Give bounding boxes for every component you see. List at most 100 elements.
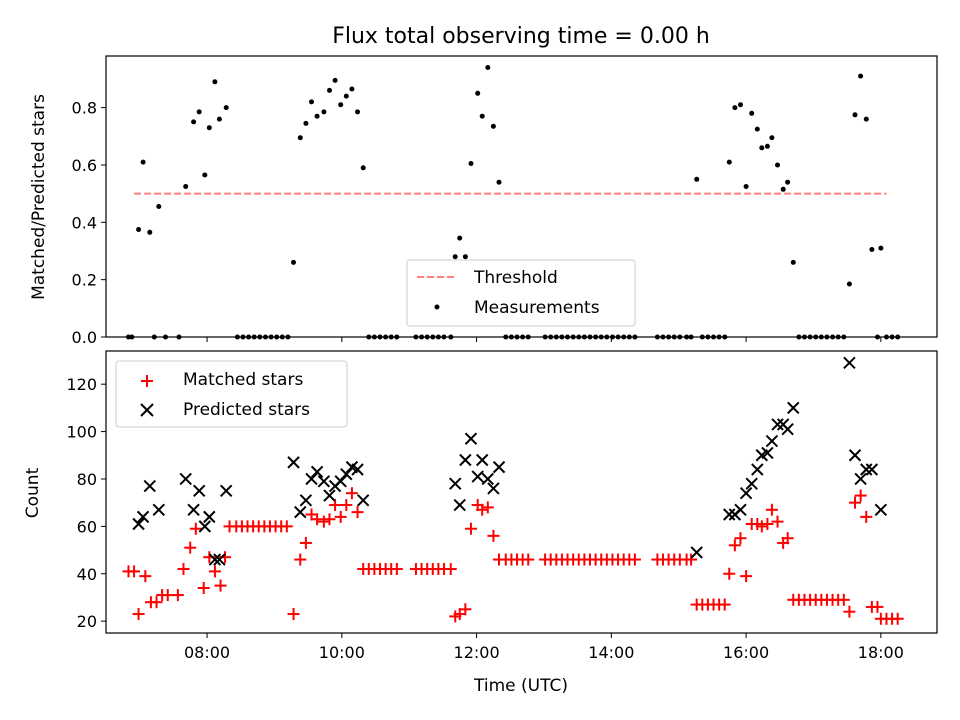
matched-star-point	[740, 570, 753, 583]
predicted-star-point	[860, 463, 873, 476]
predicted-star-point	[734, 503, 747, 516]
measurement-point	[759, 145, 765, 151]
legend-measurements-swatch	[434, 304, 440, 310]
matched-star-point	[323, 513, 336, 526]
predicted-star-point	[310, 465, 324, 479]
bottom-x-tick-label: 08:00	[184, 643, 230, 662]
matched-star-point	[197, 581, 210, 594]
measurement-point	[496, 179, 502, 185]
matched-star-point	[837, 593, 850, 606]
predicted-star-point	[874, 503, 888, 516]
measurement-point	[732, 105, 738, 111]
measurement-point	[754, 126, 760, 132]
top-y-tick-label: 0.8	[72, 99, 97, 118]
matched-star-point	[340, 499, 353, 512]
matched-star-point	[718, 598, 731, 611]
measurement-point	[343, 93, 349, 99]
measurement-point	[355, 109, 360, 115]
top-chart-title: Flux total observing time = 0.00 h	[332, 24, 710, 49]
predicted-star-point	[203, 510, 216, 524]
matched-star-point	[287, 608, 300, 621]
measurement-point	[297, 135, 303, 141]
top-y-tick-label: 0.0	[72, 328, 97, 347]
matched-star-point	[351, 506, 364, 519]
measurement-point	[694, 176, 700, 182]
measurement-point	[223, 105, 229, 111]
predicted-star-point	[143, 479, 157, 493]
legend-matched-swatch	[141, 375, 153, 387]
matched-star-point	[860, 510, 873, 523]
bottom-legend: Matched stars Predicted stars	[115, 360, 348, 428]
predicted-star-point	[287, 456, 300, 469]
matched-star-point	[522, 553, 535, 566]
matched-star-point	[849, 496, 862, 509]
measurement-point	[462, 254, 468, 260]
matched-star-point	[329, 499, 342, 512]
predicted-star-point	[356, 494, 370, 507]
predicted-star-point	[475, 453, 489, 467]
measurement-point	[206, 125, 212, 131]
predicted-star-point	[854, 472, 867, 486]
legend-threshold-label: Threshold	[473, 268, 558, 288]
measurement-point	[780, 186, 786, 192]
predicted-star-point	[781, 422, 794, 436]
matched-star-point	[132, 608, 145, 621]
predicted-star-point	[294, 505, 307, 519]
matched-star-point	[139, 570, 152, 583]
matched-star-point	[294, 553, 307, 566]
predicted-star-point	[179, 472, 192, 486]
measurement-point	[858, 73, 864, 79]
bottom-plot-marks	[122, 356, 904, 625]
matched-star-point	[734, 532, 747, 545]
measurement-point	[191, 119, 197, 125]
matched-star-point	[781, 532, 794, 545]
matched-star-point	[214, 579, 227, 592]
predicted-star-point	[761, 446, 774, 460]
top-legend-box	[406, 259, 636, 327]
predicted-star-point	[152, 503, 165, 516]
bottom-y-tick-label: 60	[77, 517, 97, 536]
measurement-point	[485, 65, 491, 70]
legend-measurements-label: Measurements	[474, 298, 600, 318]
matched-star-point	[280, 520, 293, 533]
predicted-star-point	[481, 472, 495, 486]
measurement-point	[790, 259, 796, 265]
measurement-point	[852, 112, 858, 118]
bottom-x-tick-label: 10:00	[319, 643, 365, 662]
measurement-point	[321, 109, 327, 115]
matched-star-point	[184, 541, 197, 554]
predicted-star-point	[471, 470, 484, 483]
top-y-axis-label: Matched/Predicted stars	[29, 94, 49, 300]
measurement-point	[332, 77, 338, 83]
measurement-point	[475, 90, 481, 96]
matched-star-point	[476, 503, 489, 516]
top-plot: 0.00.20.40.60.8 Matched/Predicted stars …	[29, 55, 938, 347]
bottom-x-tick-label: 14:00	[588, 643, 634, 662]
measurement-point	[140, 159, 146, 165]
measurement-point	[738, 102, 743, 108]
bottom-x-tick-label: 18:00	[858, 643, 904, 662]
predicted-star-point	[464, 432, 478, 445]
predicted-star-point	[213, 553, 226, 566]
legend-matched-label: Matched stars	[183, 370, 303, 390]
predicted-star-point	[136, 510, 150, 524]
matched-star-point	[177, 563, 190, 576]
measurement-point	[212, 79, 218, 85]
matched-star-point	[723, 567, 736, 580]
measurement-point	[303, 120, 309, 126]
top-y-tick-label: 0.6	[72, 156, 97, 175]
measurement-point	[775, 162, 780, 168]
bottom-x-axis: 08:00 10:00 12:00 14:00 16:00 18:00	[184, 633, 904, 662]
measurement-point	[479, 113, 485, 119]
predicted-star-point	[219, 484, 233, 498]
measurement-point	[764, 143, 770, 149]
predicted-star-point	[865, 463, 879, 476]
measurement-point	[183, 184, 189, 189]
predicted-star-point	[305, 472, 318, 486]
bottom-legend-box	[115, 360, 348, 428]
measurement-point	[726, 159, 732, 165]
matched-star-point	[771, 515, 784, 528]
bottom-y-axis-label: Count	[23, 467, 43, 518]
measurement-point	[314, 113, 320, 119]
predicted-star-point	[198, 520, 212, 533]
